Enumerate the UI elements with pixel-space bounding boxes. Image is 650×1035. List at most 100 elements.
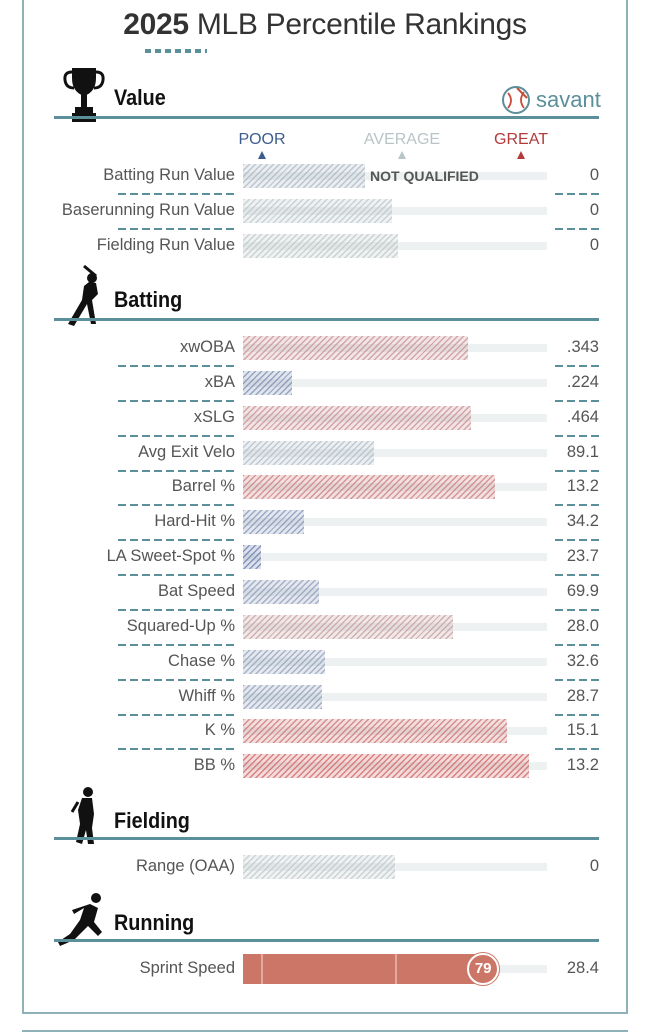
metric-bar-tick-1 bbox=[395, 954, 397, 984]
metric-value-bat-speed: 69.9 bbox=[566, 581, 599, 600]
metric-track-batting-run-value bbox=[243, 172, 547, 180]
metric-label-range-oaa: Range (OAA) bbox=[135, 857, 235, 875]
scale-label-poor: POOR bbox=[238, 131, 286, 148]
metric-label-baserunning-run-value: Baserunning Run Value bbox=[61, 200, 235, 219]
row-divider-left bbox=[118, 469, 236, 472]
metric-label-bat-speed: Bat Speed bbox=[157, 581, 235, 600]
metric-label-k: K % bbox=[204, 721, 235, 740]
title-underline-dots bbox=[145, 49, 207, 53]
metric-label-batting-run-value: Batting Run Value bbox=[103, 166, 235, 184]
metric-track-hard-hit bbox=[243, 518, 547, 527]
frame-right-border bbox=[626, 0, 628, 1014]
metric-value-xba: .224 bbox=[566, 372, 599, 391]
metric-label-chase: Chase % bbox=[168, 651, 235, 670]
metric-value-bb: 13.2 bbox=[566, 756, 599, 775]
page-title: 2025 MLB Percentile Rankings bbox=[0, 8, 650, 42]
metric-label-xwoba: xwOBA bbox=[179, 338, 235, 356]
row-divider-left bbox=[118, 574, 236, 577]
metric-bar-batting-run-value bbox=[243, 164, 365, 188]
metric-track-whiff bbox=[243, 692, 547, 701]
title-year: 2025 bbox=[123, 8, 189, 41]
metric-label-hard-hit: Hard-Hit % bbox=[154, 512, 235, 531]
metric-bar-sprint-speed bbox=[243, 954, 484, 984]
metric-label-bb: BB % bbox=[193, 756, 235, 775]
metric-bar-whiff bbox=[243, 684, 323, 709]
section-rule-fielding bbox=[54, 837, 599, 840]
row-divider-right bbox=[555, 643, 599, 646]
row-divider-left bbox=[118, 608, 236, 611]
metric-bar-hard-hit bbox=[243, 510, 304, 535]
metric-label-whiff: Whiff % bbox=[178, 686, 235, 705]
title-text: MLB Percentile Rankings bbox=[188, 8, 527, 41]
row-divider-right bbox=[555, 748, 599, 751]
metric-value-la-sweet-spot: 23.7 bbox=[566, 547, 599, 566]
metric-note-batting-run-value: NOT QUALIFIED bbox=[370, 168, 479, 184]
section-title-batting: Batting bbox=[114, 287, 183, 312]
section-rule-batting bbox=[54, 318, 599, 321]
metric-bar-range-oaa bbox=[243, 855, 395, 879]
metric-label-squared-up: Squared-Up % bbox=[126, 616, 235, 635]
metric-bar-xslg bbox=[243, 405, 471, 430]
scale-label-great: GREAT bbox=[494, 131, 548, 148]
row-divider-right bbox=[555, 574, 599, 577]
metric-bar-chase bbox=[243, 649, 326, 674]
row-divider-left bbox=[118, 504, 236, 507]
row-divider-left bbox=[118, 643, 236, 646]
metric-value-baserunning-run-value: 0 bbox=[589, 200, 599, 219]
trophy-icon bbox=[63, 68, 105, 122]
runner-silhouette-icon bbox=[58, 893, 102, 946]
section-rule-value bbox=[54, 116, 599, 119]
scale-label-average: AVERAGE bbox=[363, 131, 441, 148]
metric-value-xslg: .464 bbox=[566, 407, 599, 426]
savant-logo[interactable]: savant bbox=[500, 84, 601, 116]
metric-value-fielding-run-value: 0 bbox=[589, 235, 599, 254]
metric-bar-bb bbox=[243, 754, 529, 779]
metric-label-la-sweet-spot: LA Sweet-Spot % bbox=[106, 547, 235, 566]
row-divider-right bbox=[555, 608, 599, 611]
metric-track-xba bbox=[243, 378, 547, 387]
metric-label-fielding-run-value: Fielding Run Value bbox=[96, 235, 235, 254]
metric-value-barrel: 13.2 bbox=[566, 477, 599, 496]
metric-label-sprint-speed: Sprint Speed bbox=[139, 959, 235, 977]
metric-value-xwoba: .343 bbox=[566, 338, 599, 356]
row-divider-left bbox=[118, 678, 236, 681]
row-divider-right bbox=[555, 193, 599, 195]
metric-bar-fielding-run-value bbox=[243, 233, 399, 258]
metric-bar-avg-exit-velo bbox=[243, 440, 374, 465]
metric-value-chase: 32.6 bbox=[566, 651, 599, 670]
metric-bar-barrel bbox=[243, 475, 496, 500]
metric-bar-k bbox=[243, 719, 508, 744]
frame-bottom-border bbox=[22, 1012, 628, 1014]
frame-left-border bbox=[22, 0, 24, 1014]
metric-value-whiff: 28.7 bbox=[566, 686, 599, 705]
metric-label-xslg: xSLG bbox=[193, 407, 235, 426]
metric-bar-la-sweet-spot bbox=[243, 545, 262, 570]
row-divider-right bbox=[555, 365, 599, 367]
metric-value-range-oaa: 0 bbox=[589, 857, 599, 875]
metric-track-baserunning-run-value bbox=[243, 206, 547, 215]
metric-bar-xwoba bbox=[243, 336, 468, 360]
row-divider-left bbox=[118, 399, 236, 402]
metric-track-la-sweet-spot bbox=[243, 553, 547, 562]
section-title-running: Running bbox=[114, 910, 195, 935]
row-divider-right bbox=[555, 504, 599, 507]
row-divider-left bbox=[118, 365, 236, 367]
section-title-value: Value bbox=[114, 85, 166, 110]
metric-bar-xba bbox=[243, 370, 292, 395]
percentile-badge-sprint-speed: 79 bbox=[467, 953, 500, 985]
scale-arrow-great bbox=[517, 151, 525, 159]
metric-track-range-oaa bbox=[243, 863, 547, 871]
batter-silhouette-icon bbox=[68, 264, 98, 326]
metric-bar-squared-up bbox=[243, 614, 453, 639]
section-title-fielding: Fielding bbox=[114, 808, 190, 833]
section-rule-running bbox=[54, 939, 599, 942]
metric-track-chase bbox=[243, 657, 547, 666]
row-divider-left bbox=[118, 227, 236, 230]
row-divider-left bbox=[118, 748, 236, 751]
metric-value-sprint-speed: 28.4 bbox=[566, 959, 599, 977]
row-divider-right bbox=[555, 434, 599, 437]
row-divider-left bbox=[118, 434, 236, 437]
baseball-icon bbox=[502, 86, 530, 114]
scale-arrow-average bbox=[398, 151, 406, 159]
metric-value-squared-up: 28.0 bbox=[566, 616, 599, 635]
